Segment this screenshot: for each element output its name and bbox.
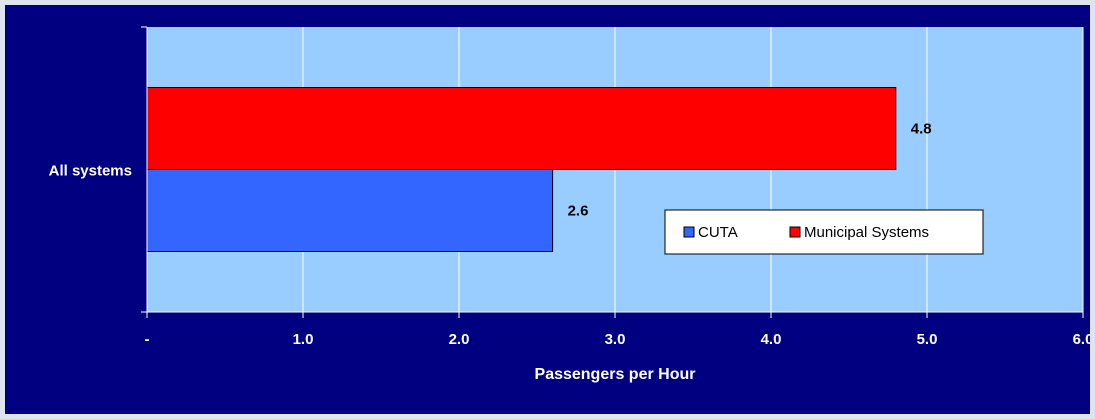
bar-cuta bbox=[146, 169, 554, 252]
category-label: All systems bbox=[49, 163, 132, 180]
labels: 2.6 4.8 All systems bbox=[49, 121, 932, 220]
legend-label-cuta: CUTA bbox=[698, 224, 738, 241]
value-label-cuta: 2.6 bbox=[568, 203, 589, 220]
legend: CUTA Municipal Systems bbox=[664, 209, 984, 255]
bars bbox=[146, 87, 897, 252]
x-tick-label-6: 6.0 bbox=[1073, 331, 1090, 348]
axes: - 1.0 2.0 3.0 4.0 5.0 6.0 bbox=[141, 26, 1090, 348]
legend-box bbox=[664, 209, 984, 255]
value-label-municipal-systems: 4.8 bbox=[911, 121, 932, 138]
x-tick-label-0: - bbox=[145, 331, 150, 348]
x-axis-title: Passengers per Hour bbox=[535, 366, 696, 383]
legend-label-municipal-systems: Municipal Systems bbox=[804, 224, 929, 241]
legend-swatch-cuta bbox=[683, 226, 695, 238]
chart-frame: - 1.0 2.0 3.0 4.0 5.0 6.0 2.6 4.8 All systems Pa… bbox=[5, 5, 1090, 414]
x-tick-label-3: 3.0 bbox=[605, 331, 626, 348]
x-tick-label-2: 2.0 bbox=[449, 331, 470, 348]
legend-swatch-municipal-systems bbox=[789, 226, 801, 238]
x-tick-label-5: 5.0 bbox=[917, 331, 938, 348]
bar-chart: - 1.0 2.0 3.0 4.0 5.0 6.0 2.6 4.8 All systems Pa… bbox=[49, 26, 1090, 383]
x-tick-label-1: 1.0 bbox=[293, 331, 314, 348]
bar-municipal-systems bbox=[146, 87, 897, 170]
x-tick-label-4: 4.0 bbox=[761, 331, 782, 348]
